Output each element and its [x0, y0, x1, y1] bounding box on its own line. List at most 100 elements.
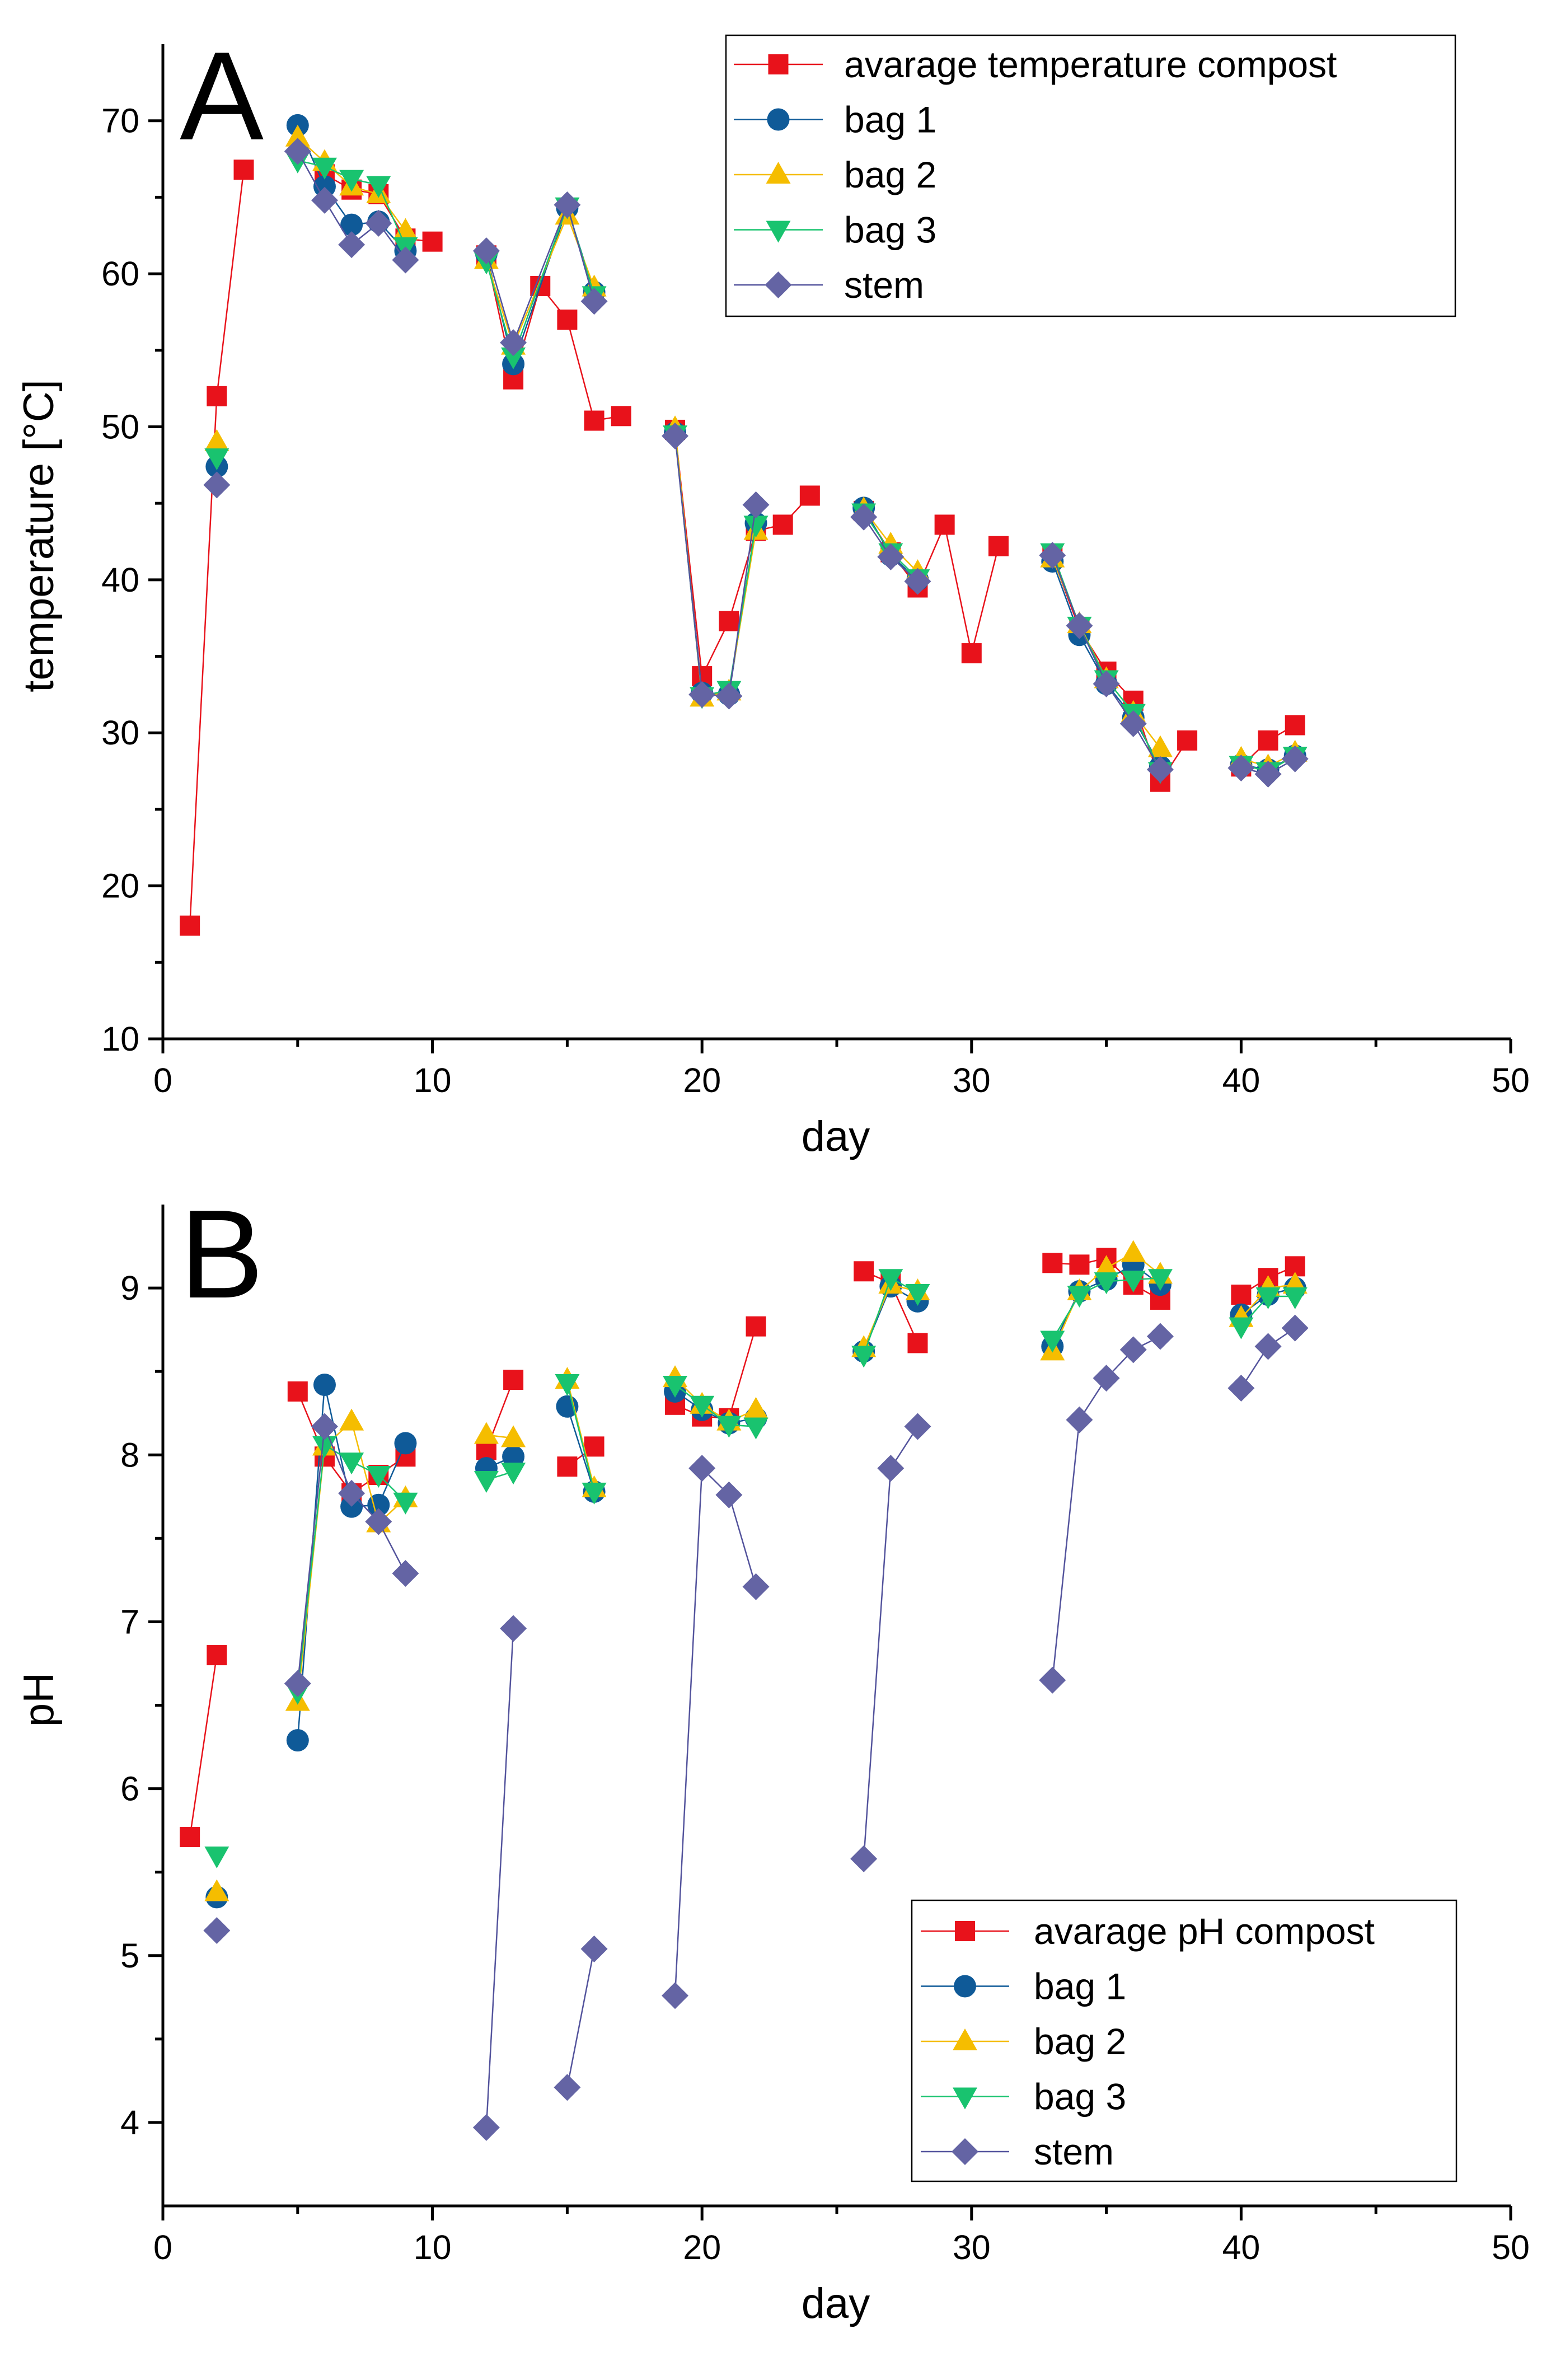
data-point — [204, 1846, 229, 1868]
data-point — [1282, 1287, 1308, 1309]
data-point — [1147, 1269, 1173, 1291]
legend-marker — [953, 2087, 977, 2110]
data-point — [313, 175, 336, 198]
data-point — [1258, 730, 1278, 751]
data-point — [1147, 735, 1173, 757]
series-line — [566, 1406, 595, 1492]
data-point — [392, 246, 419, 274]
y-tick-label: 40 — [101, 561, 139, 599]
y-tick-label: 30 — [101, 714, 139, 752]
data-point — [285, 124, 310, 147]
data-point — [715, 682, 743, 710]
data-point — [746, 1316, 766, 1337]
data-point — [1121, 1271, 1146, 1293]
data-point — [367, 1493, 390, 1516]
series-line — [566, 1379, 595, 1489]
data-point — [878, 1269, 903, 1291]
data-point — [1227, 755, 1255, 782]
data-point — [1121, 1240, 1146, 1262]
legend: avarage pH compost bag 1 bag 2 bag 3 stem — [911, 1899, 1458, 2182]
data-point — [392, 1559, 419, 1587]
data-point — [1093, 1365, 1120, 1392]
y-tick-label: 20 — [101, 867, 139, 905]
data-point — [688, 681, 716, 708]
data-point — [472, 2114, 500, 2141]
data-point — [1254, 1333, 1282, 1360]
legend-label: bag 1 — [1034, 1966, 1126, 2007]
y-tick-label: 4 — [120, 2103, 139, 2142]
legend-marker — [768, 54, 789, 74]
data-point — [311, 186, 338, 214]
data-point — [338, 231, 366, 259]
data-point — [1146, 1323, 1174, 1350]
data-point — [394, 1432, 417, 1455]
data-point — [1040, 1330, 1065, 1353]
data-point — [180, 1827, 200, 1848]
legend-item-compost: avarage pH compost — [921, 1910, 1375, 1952]
data-point — [204, 429, 229, 451]
series-line — [674, 433, 757, 696]
data-point — [1254, 761, 1282, 788]
data-point — [340, 213, 363, 236]
data-point — [905, 1284, 930, 1306]
legend-marker — [766, 221, 791, 243]
data-point — [799, 485, 820, 506]
data-point — [1067, 1286, 1092, 1308]
legend-label: avarage pH compost — [1034, 1910, 1375, 1952]
series-line — [485, 204, 595, 359]
legend-item-bag3: bag 3 — [921, 2076, 1126, 2117]
data-point — [961, 643, 982, 664]
series-line — [485, 1628, 514, 2128]
data-point — [284, 138, 311, 165]
data-point — [204, 448, 229, 471]
data-point — [934, 514, 955, 535]
data-point — [1146, 756, 1174, 783]
legend-frame — [725, 34, 1456, 317]
series-line — [674, 435, 757, 697]
x-tick-label: 30 — [953, 2228, 991, 2266]
series-line — [566, 1948, 595, 2088]
data-point — [1039, 1666, 1066, 1694]
data-point — [557, 310, 578, 330]
data-point — [1231, 1285, 1252, 1305]
y-tick-label: 50 — [101, 407, 139, 446]
data-point — [1039, 542, 1066, 569]
data-point — [988, 536, 1009, 556]
data-point — [339, 1408, 364, 1431]
series-line — [189, 170, 245, 926]
data-point — [611, 406, 631, 427]
legend-marker — [953, 2028, 977, 2050]
data-point — [501, 347, 526, 369]
x-tick-label: 50 — [1492, 2228, 1530, 2266]
y-tick-label: 10 — [101, 1020, 139, 1058]
series-line — [863, 510, 1000, 654]
x-tick-label: 20 — [683, 2228, 721, 2266]
data-point — [907, 1333, 928, 1353]
data-point — [555, 1374, 580, 1397]
data-point — [1042, 1253, 1063, 1273]
legend-marker — [952, 2138, 978, 2165]
data-point — [284, 1670, 311, 1697]
data-point — [742, 1573, 770, 1600]
data-point — [877, 543, 905, 570]
data-point — [502, 1445, 525, 1468]
legend-item-bag2: bag 2 — [734, 154, 936, 195]
data-point — [854, 1261, 874, 1282]
data-point — [850, 1845, 878, 1872]
data-point — [1229, 1317, 1254, 1339]
data-point — [743, 1397, 769, 1419]
data-point — [366, 176, 391, 198]
y-tick-label: 8 — [120, 1436, 139, 1474]
legend-marker — [955, 1921, 975, 1941]
x-tick-label: 10 — [414, 2228, 452, 2266]
legend: avarage temperature compost bag 1 bag 2 bag… — [725, 34, 1456, 317]
legend-marker — [766, 162, 791, 184]
data-point — [1093, 670, 1120, 697]
legend-label: bag 2 — [1034, 2021, 1126, 2062]
panel-label: A — [180, 25, 264, 166]
data-point — [1066, 1406, 1093, 1433]
data-point — [339, 1453, 364, 1475]
data-point — [339, 170, 364, 192]
legend-label: bag 2 — [844, 154, 936, 195]
